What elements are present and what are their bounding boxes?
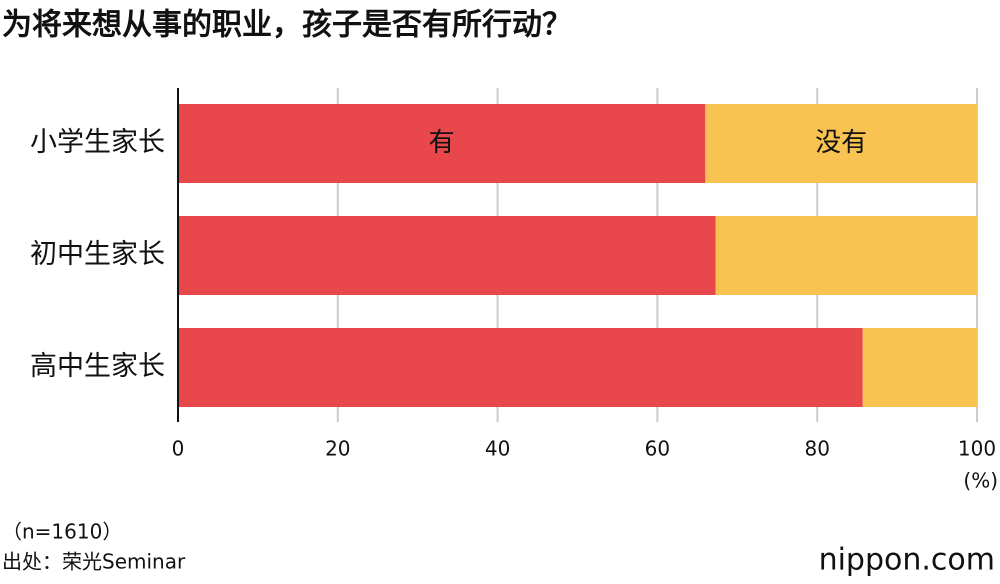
y-tick-label: 高中生家长 [30, 351, 165, 382]
logo: nippon.com [819, 543, 995, 578]
chart-title: 为将来想从事的职业，孩子是否有所行动？ [2, 8, 572, 43]
x-tick-label: 60 [645, 437, 670, 461]
series-label: 有 [429, 128, 455, 158]
x-tick-label: 100 [958, 437, 996, 461]
bar [178, 104, 706, 183]
series-label: 没有 [815, 128, 867, 158]
x-tick-label: 20 [325, 437, 350, 461]
y-tick-label: 初中生家长 [30, 239, 165, 270]
bar [862, 328, 977, 407]
bar [715, 216, 977, 295]
x-tick-label: 0 [172, 437, 185, 461]
x-tick-label: 40 [485, 437, 510, 461]
y-tick-label: 小学生家长 [30, 127, 165, 158]
note: （n=1610） [2, 520, 122, 544]
x-unit: (%) [963, 469, 998, 493]
source: 出处：荣光Seminar [2, 550, 186, 574]
bar [178, 216, 716, 295]
x-tick-label: 80 [804, 437, 829, 461]
bar [705, 104, 977, 183]
bar [178, 328, 863, 407]
